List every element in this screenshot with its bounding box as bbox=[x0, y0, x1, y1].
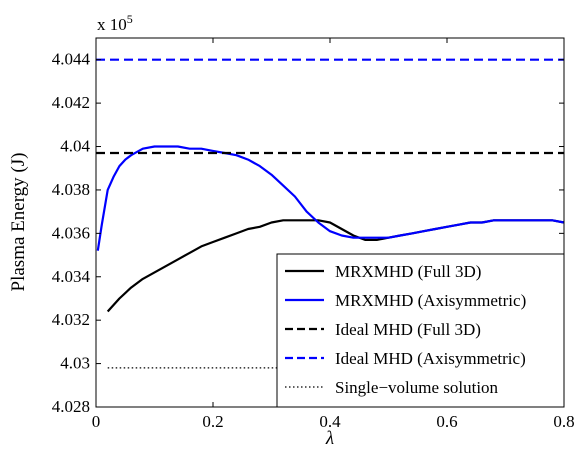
ticks-layer: 0 0.2 0.4 0.6 0.8 4.028 4.03 4.032 4.034 4.036 4.0… bbox=[52, 38, 575, 431]
y-axis-label: Plasma Energy (J) bbox=[8, 153, 29, 292]
series-line-2 bbox=[96, 145, 565, 251]
x-axis-label: λ bbox=[325, 428, 334, 449]
legend-label: MRXMHD (Axisymmetric) bbox=[335, 291, 526, 310]
x-tick-label: 0 bbox=[92, 412, 101, 431]
legend-label: Ideal MHD (Axisymmetric) bbox=[335, 349, 526, 368]
x-tick-label: 0.2 bbox=[202, 412, 223, 431]
y-tick-label: 4.032 bbox=[52, 310, 90, 329]
y-tick-label: 4.044 bbox=[52, 50, 91, 69]
legend-label: Single−volume solution bbox=[335, 378, 499, 397]
y-tick-label: 4.03 bbox=[60, 354, 90, 373]
y-tick-label: 4.036 bbox=[52, 223, 90, 242]
x-tick-label: 0.6 bbox=[436, 412, 457, 431]
legend: MRXMHD (Full 3D) MRXMHD (Axisymmetric) Ide… bbox=[276, 253, 565, 408]
legend-box bbox=[276, 253, 565, 408]
legend-label: Ideal MHD (Full 3D) bbox=[335, 320, 481, 339]
y-tick-label: 4.038 bbox=[52, 180, 90, 199]
y-axis-multiplier-exponent: 5 bbox=[127, 12, 133, 26]
x-tick-label: 0.8 bbox=[553, 412, 574, 431]
y-tick-label: 4.042 bbox=[52, 93, 90, 112]
y-axis-multiplier-base: x 10 bbox=[97, 15, 127, 34]
legend-label: MRXMHD (Full 3D) bbox=[335, 262, 481, 281]
x-tick-label: 0.4 bbox=[319, 412, 341, 431]
y-tick-label: 4.034 bbox=[52, 267, 91, 286]
y-axis-multiplier: x 105 bbox=[97, 12, 133, 34]
y-tick-label: 4.028 bbox=[52, 397, 90, 416]
y-tick-label: 4.04 bbox=[60, 137, 90, 156]
